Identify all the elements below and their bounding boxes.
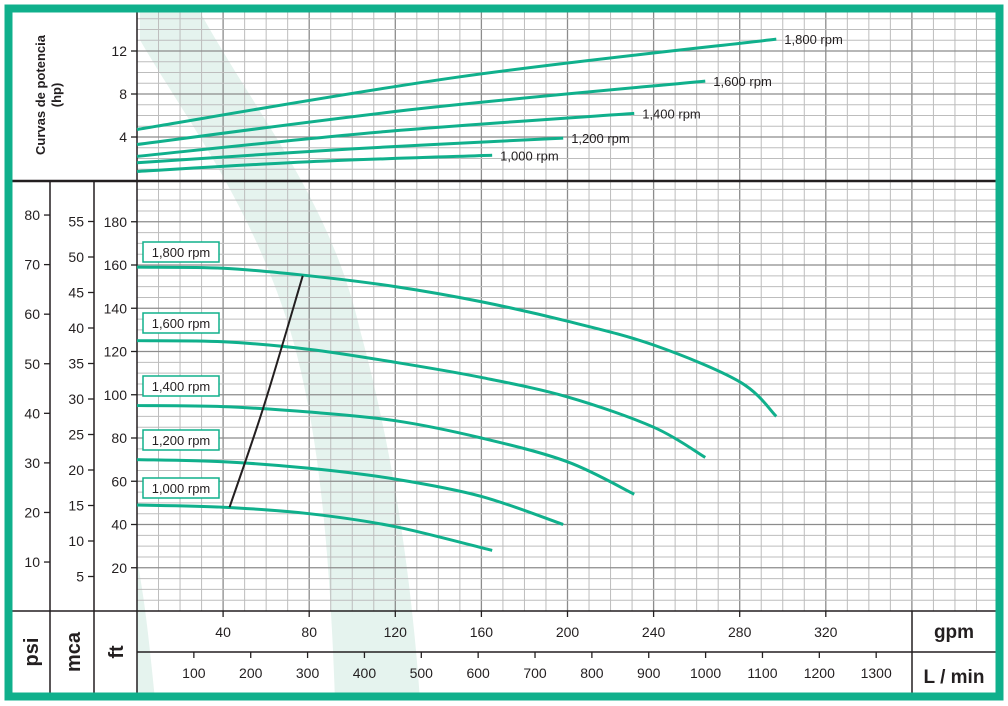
- psi-unit-label: psi: [21, 638, 43, 667]
- lmin-tick-label: 1000: [690, 665, 721, 681]
- psi-tick-label: 20: [24, 504, 40, 520]
- power-curve-label: 1,000 rpm: [500, 148, 559, 163]
- ft-tick-label: 80: [111, 430, 127, 446]
- psi-tick-label: 10: [24, 554, 40, 570]
- lmin-tick-label: 1200: [804, 665, 835, 681]
- lmin-tick-label: 500: [410, 665, 434, 681]
- gpm-tick-label: 240: [642, 624, 666, 640]
- head-curve-label: 1,800 rpm: [152, 245, 211, 260]
- head-curve-label: 1,200 rpm: [152, 433, 211, 448]
- gpm-tick-label: 80: [301, 624, 317, 640]
- ft-tick-label: 100: [104, 387, 128, 403]
- lmin-tick-label: 1100: [747, 665, 777, 681]
- power-curve-label: 1,600 rpm: [713, 74, 772, 89]
- mca-tick-label: 15: [68, 498, 84, 514]
- ft-tick-label: 160: [104, 257, 128, 273]
- power-curve-label: 1,400 rpm: [642, 106, 701, 121]
- outer-border: [4, 4, 1004, 701]
- power-curve-1800rpm: [136, 37, 777, 131]
- psi-tick-label: 60: [24, 306, 40, 322]
- ft-tick-label: 180: [104, 214, 128, 230]
- mca-tick-label: 45: [68, 285, 84, 301]
- head-curve-label-box: [142, 477, 220, 499]
- power-curve-label: 1,800 rpm: [784, 32, 843, 47]
- power-curve-1600rpm: [136, 79, 706, 147]
- power-curve-1000rpm: [136, 153, 493, 173]
- psi-tick-label: 40: [24, 405, 40, 421]
- gpm-unit-label: gpm: [934, 622, 974, 643]
- lmin-tick-label: 900: [637, 665, 661, 681]
- ft-tick-label: 140: [104, 300, 128, 316]
- ft-tick-label: 120: [104, 344, 128, 360]
- gpm-tick-label: 320: [814, 624, 838, 640]
- head-curve-1800rpm: [136, 265, 778, 418]
- head-curve-1600rpm: [136, 339, 707, 459]
- head-curve-label-box: [142, 429, 220, 451]
- power-curve-1400rpm: [136, 111, 635, 158]
- ft-tick-label: 40: [111, 517, 127, 533]
- power-axis-label-line1: Curvas de potencia: [33, 34, 48, 155]
- watermark-band: [140, 12, 420, 700]
- lmin-unit-label: L / min: [924, 667, 985, 688]
- ft-unit-label: ft: [106, 645, 128, 659]
- head-curve-1200rpm: [136, 458, 564, 526]
- psi-tick-label: 70: [24, 257, 40, 273]
- mca-tick-label: 55: [68, 214, 84, 230]
- lmin-tick-label: 100: [182, 665, 206, 681]
- head-curve-label-box: [142, 241, 220, 263]
- mca-tick-label: 20: [68, 462, 84, 478]
- lmin-tick-label: 600: [466, 665, 490, 681]
- mca-tick-label: 25: [68, 427, 84, 443]
- gpm-tick-label: 160: [470, 624, 494, 640]
- gpm-tick-label: 200: [556, 624, 580, 640]
- power-curve-1200rpm: [136, 136, 564, 165]
- lmin-tick-label: 800: [580, 665, 604, 681]
- lmin-tick-label: 400: [353, 665, 377, 681]
- lmin-tick-label: 300: [296, 665, 320, 681]
- mca-tick-label: 50: [68, 249, 84, 265]
- ft-tick-label: 60: [111, 473, 127, 489]
- y-tick-label: 8: [119, 86, 127, 102]
- lmin-tick-label: 1300: [861, 665, 892, 681]
- efficiency-line: [228, 275, 304, 508]
- head-curve-label: 1,400 rpm: [152, 379, 211, 394]
- power-curve-label: 1,200 rpm: [571, 131, 630, 146]
- grid: [137, 12, 996, 611]
- frame: [12, 12, 996, 693]
- head-curve-1000rpm: [136, 503, 493, 552]
- mca-tick-label: 10: [68, 533, 84, 549]
- mca-unit-label: mca: [63, 631, 85, 672]
- head-curve-label-box: [142, 375, 220, 397]
- head-curve-label: 1,000 rpm: [152, 481, 211, 496]
- ft-tick-label: 20: [111, 560, 127, 576]
- gpm-tick-label: 40: [215, 624, 231, 640]
- mca-tick-label: 30: [68, 391, 84, 407]
- gpm-tick-label: 120: [384, 624, 408, 640]
- gpm-tick-label: 280: [728, 624, 752, 640]
- power-axis-label: Curvas de potencia(hp): [33, 34, 64, 155]
- y-tick-label: 12: [111, 43, 127, 59]
- lmin-tick-label: 700: [523, 665, 547, 681]
- mca-tick-label: 40: [68, 320, 84, 336]
- psi-tick-label: 50: [24, 356, 40, 372]
- y-tick-label: 4: [119, 129, 127, 145]
- head-curve-label: 1,600 rpm: [152, 316, 211, 331]
- psi-tick-label: 30: [24, 455, 40, 471]
- psi-tick-label: 80: [24, 207, 40, 223]
- lmin-tick-label: 200: [239, 665, 263, 681]
- mca-tick-label: 35: [68, 356, 84, 372]
- head-curve-1400rpm: [136, 404, 635, 496]
- mca-tick-label: 5: [76, 569, 84, 585]
- watermark-band: [137, 560, 155, 700]
- head-curve-label-box: [142, 312, 220, 334]
- power-axis-label-line2: (hp): [49, 83, 64, 108]
